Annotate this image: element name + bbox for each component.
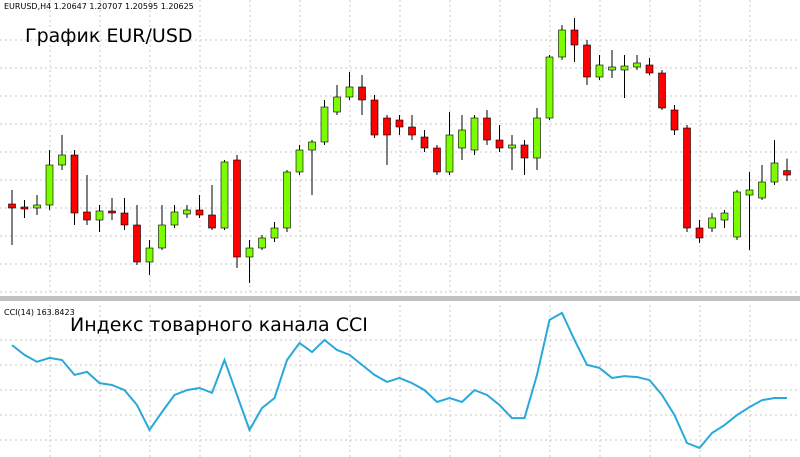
bull-candle (283, 171, 291, 229)
bull-candle (458, 129, 466, 149)
low-value: 1.20595 (125, 2, 158, 11)
bear-candle (520, 144, 529, 159)
bull-candle (45, 164, 54, 206)
bull-candle (295, 149, 304, 173)
bear-candle (420, 136, 429, 149)
bull-candle (183, 209, 191, 215)
bear-candle (583, 44, 591, 78)
bull-candle (245, 247, 254, 258)
bull-candle (770, 162, 779, 183)
bull-candle (545, 56, 554, 119)
bear-candle (8, 203, 16, 209)
bull-candle (758, 181, 766, 199)
bear-candle (358, 86, 366, 101)
bull-candle (595, 64, 604, 78)
bull-candle (745, 189, 754, 196)
bull-candle (270, 227, 279, 239)
bull-candle (33, 204, 41, 209)
bear-candle (483, 117, 491, 141)
bull-candle (320, 106, 329, 143)
bear-candle (570, 29, 579, 46)
bear-candle (208, 214, 216, 229)
bull-candle (445, 134, 454, 173)
bear-candle (495, 139, 504, 149)
bear-candle (370, 99, 379, 136)
bull-candle (220, 161, 229, 229)
bull-candle (58, 154, 66, 166)
panel-separator (0, 296, 800, 301)
bear-candle (408, 126, 416, 136)
bull-candle (633, 62, 641, 68)
indicator-header: CCI(14) 163.8423 (4, 308, 75, 317)
bear-candle (20, 206, 29, 210)
bull-candle (558, 29, 566, 58)
bear-candle (70, 154, 79, 214)
bull-candle (95, 210, 104, 221)
bull-candle (158, 224, 166, 249)
bull-candle (345, 86, 354, 98)
bear-candle (120, 212, 129, 226)
bull-candle (258, 237, 266, 249)
indicator-title: Индекс товарного канала CCI (70, 314, 368, 336)
indicator-value: 163.8423 (37, 308, 75, 317)
bear-candle (658, 72, 666, 109)
bull-candle (470, 117, 479, 151)
symbol: EURUSD,H4 (4, 2, 51, 11)
open-value: 1.20647 (54, 2, 87, 11)
bear-candle (133, 224, 141, 263)
bear-candle (395, 119, 404, 128)
bear-candle (695, 227, 704, 239)
bear-candle (683, 127, 691, 229)
bull-candle (533, 117, 541, 159)
bull-candle (720, 212, 729, 221)
price-header: EURUSD,H4 1.20647 1.20707 1.20595 1.2062… (4, 2, 194, 11)
bear-candle (83, 211, 91, 221)
bull-candle (170, 211, 179, 226)
bull-candle (333, 96, 341, 113)
bear-candle (195, 209, 204, 216)
bull-candle (308, 141, 316, 151)
bull-candle (145, 247, 154, 263)
bear-candle (108, 210, 116, 214)
bear-candle (433, 147, 441, 173)
bear-candle (383, 117, 391, 136)
bear-candle (670, 109, 679, 131)
close-value: 1.20625 (161, 2, 194, 11)
bull-candle (620, 65, 629, 71)
bull-candle (708, 217, 716, 229)
indicator-name: CCI(14) (4, 308, 34, 317)
bull-candle (733, 191, 741, 238)
chart-title: График EUR/USD (25, 25, 193, 47)
bear-candle (645, 64, 654, 74)
bull-candle (508, 144, 516, 149)
bear-candle (233, 159, 241, 258)
high-value: 1.20707 (89, 2, 122, 11)
bull-candle (608, 66, 616, 71)
bear-candle (783, 170, 791, 176)
cci-line (11, 311, 787, 450)
